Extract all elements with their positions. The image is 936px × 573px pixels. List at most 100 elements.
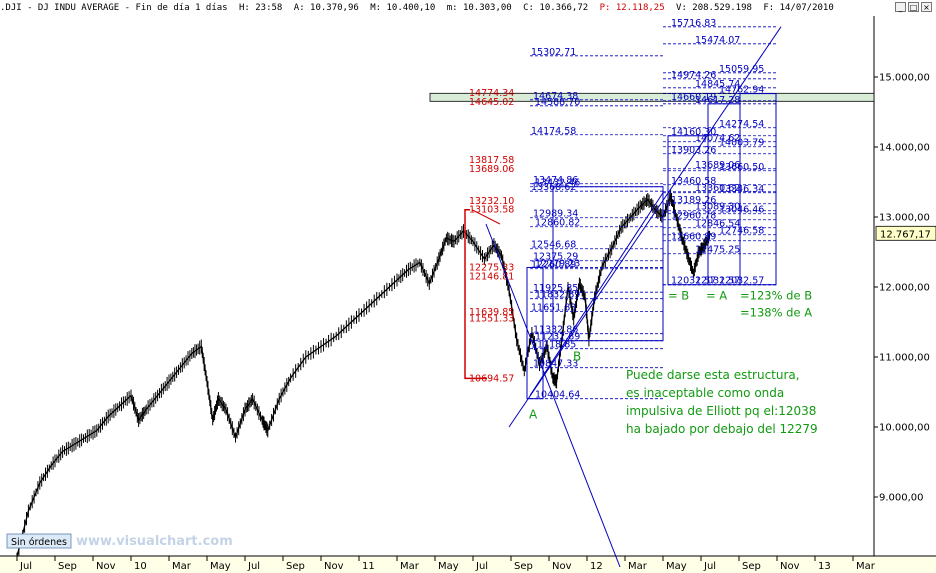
y-tick-label: 14.000,00 bbox=[879, 143, 930, 154]
annotation-line: es inaceptable como onda bbox=[626, 386, 784, 400]
fib-level-a-label: 11651.83 bbox=[531, 302, 576, 313]
x-tick-label: 13 bbox=[818, 561, 831, 572]
fib-level-b-label: 13903.26 bbox=[671, 145, 716, 156]
fib-level-a-label: 10847.33 bbox=[533, 359, 578, 370]
x-tick-label: May bbox=[438, 561, 459, 572]
watermark: www.visualchart.com bbox=[76, 534, 233, 549]
fib-level-b-label: 14160.30 bbox=[671, 127, 716, 138]
x-tick-label: Nov bbox=[96, 561, 116, 572]
min-value: m: 10.303,00 bbox=[446, 3, 512, 13]
fib-red-label: 13689.06 bbox=[469, 164, 514, 175]
x-tick-label: Jul bbox=[247, 561, 260, 572]
fib-level-a-label: 11332.86 bbox=[533, 325, 578, 336]
ratio-b-label: =123% de B bbox=[740, 289, 812, 303]
fib-level-a-label: 12860.82 bbox=[535, 218, 580, 229]
fib-level-a-label: 12989.34 bbox=[533, 209, 578, 220]
fib-level-a-label: 10404.64 bbox=[535, 390, 580, 401]
fib-level-b-label: 14974.26 bbox=[671, 70, 716, 81]
x-tick-label: Mar bbox=[172, 561, 192, 572]
annotation-line: impulsiva de Elliott pq el:12038 bbox=[626, 404, 816, 418]
fib-red-label: 12275.33 bbox=[469, 263, 514, 274]
fib-red-label: 11639.85 bbox=[469, 307, 514, 318]
fib-level-a-label: 11232.89 bbox=[535, 332, 580, 343]
fib-level-a-label: 11832.89 bbox=[535, 290, 580, 301]
fib-level-b-label: 12032.57 bbox=[671, 276, 716, 287]
x-tick-label: Jul bbox=[475, 561, 488, 572]
minimize-button[interactable]: _ bbox=[895, 2, 906, 12]
price-bars bbox=[16, 189, 711, 561]
price-line bbox=[16, 193, 712, 557]
x-tick-label: 12 bbox=[590, 561, 603, 572]
wave-a-label: A bbox=[529, 408, 538, 422]
x-tick-label: 10 bbox=[134, 561, 147, 572]
pct-value: P: 12.118,25 bbox=[599, 3, 665, 13]
fib-level-b-label: 14845.74 bbox=[695, 79, 740, 90]
fib-level-a-label: 12260.89 bbox=[531, 260, 576, 271]
x-tick-label: Nov bbox=[780, 561, 800, 572]
fib-level-a-label: 14674.38 bbox=[533, 91, 578, 102]
fib-red-diagonal bbox=[471, 209, 501, 225]
fib-level-b-label: 15059.95 bbox=[719, 64, 764, 75]
y-tick-label: 12.000,00 bbox=[879, 283, 930, 294]
x-tick-label: 11 bbox=[362, 561, 375, 572]
fib-level-b-label: 14762.94 bbox=[719, 85, 764, 96]
fib-level-b-label: 13660.50 bbox=[719, 162, 764, 173]
symbol-label: .DJI - DJ INDU AVERAGE - Fin de día 1 dí… bbox=[0, 3, 228, 13]
y-tick-label: 11.000,00 bbox=[879, 353, 930, 364]
x-tick-label: Sep bbox=[514, 561, 533, 572]
open-value: A: 10.370,96 bbox=[293, 3, 359, 13]
fib-level-b-label: 15716.83 bbox=[671, 18, 716, 29]
x-tick-label: May bbox=[666, 561, 687, 572]
x-tick-label: Mar bbox=[628, 561, 648, 572]
volume-value: V: 208.529.198 bbox=[676, 3, 752, 13]
x-tick-label: Nov bbox=[552, 561, 572, 572]
fib-level-a-label: 13368.62 bbox=[531, 182, 576, 193]
fib-level-a-label: 15302.71 bbox=[531, 47, 576, 58]
fib-level-a-label: 11118.85 bbox=[531, 340, 576, 351]
last-price-label: 12.767,17 bbox=[880, 229, 931, 240]
fib-level-a-label: 14174.58 bbox=[531, 126, 576, 137]
annotation-line: Puede darse esta estructura, bbox=[626, 368, 800, 382]
fib-red-label: 13817.58 bbox=[469, 155, 514, 166]
x-tick-label: Mar bbox=[856, 561, 876, 572]
fib-level-b-label: 14274.54 bbox=[719, 119, 764, 130]
ratio-a-label: =138% de A bbox=[740, 306, 812, 320]
fib-level-b-label: 12846.54 bbox=[695, 219, 740, 230]
fib-level-a-label: 12375.29 bbox=[533, 252, 578, 263]
fib-level-b-label: 14003.79 bbox=[719, 138, 764, 149]
fib-level-a-label: 12279.23 bbox=[535, 258, 580, 269]
annotation-line: ha bajado por debajo del 12279 bbox=[626, 422, 818, 436]
fib-level-b-label: 14617.28 bbox=[695, 95, 740, 106]
fib-level-b-label: 12032.57 bbox=[719, 276, 764, 287]
fib-red-label: 11551.33 bbox=[469, 313, 514, 324]
orders-button[interactable] bbox=[6, 533, 72, 549]
x-tick-label: Sep bbox=[742, 561, 761, 572]
fib-level-b-label: 13046.46 bbox=[719, 205, 764, 216]
wave-b-label: B bbox=[573, 350, 581, 364]
fib-red-label: 13103.58 bbox=[469, 205, 514, 216]
x-tick-label: May bbox=[210, 561, 231, 572]
fib-red-label: 13232.10 bbox=[469, 196, 514, 207]
x-tick-label: Sep bbox=[286, 561, 305, 572]
fib-level-b-label: 14074.62 bbox=[695, 133, 740, 144]
fib-level-a-label: 13474.86 bbox=[533, 175, 578, 186]
close-button[interactable]: × bbox=[921, 2, 932, 12]
last-price-tag bbox=[875, 225, 936, 241]
x-tick-label: Sep bbox=[58, 561, 77, 572]
max-value: M: 10.400,10 bbox=[370, 3, 436, 13]
fib-level-b-label: 12660.89 bbox=[671, 232, 716, 243]
fib-level-b-label: 13346.34 bbox=[719, 184, 764, 195]
trend-line-down bbox=[485, 223, 621, 568]
close-value: C: 10.366,72 bbox=[523, 3, 589, 13]
x-tick-label: Mar bbox=[400, 561, 420, 572]
x-tick-label: Jul bbox=[703, 561, 716, 572]
fib-level-b-label: 13689.06 bbox=[695, 160, 740, 171]
fib-level-b-label: 13189.26 bbox=[671, 195, 716, 206]
fib-level-a-label: 11925.85 bbox=[533, 283, 578, 294]
maximize-button[interactable]: □ bbox=[908, 2, 919, 12]
fib-red-label: 14645.02 bbox=[469, 97, 514, 108]
fib-level-b-label: 12746.58 bbox=[719, 226, 764, 237]
x-axis-panel bbox=[0, 556, 936, 573]
